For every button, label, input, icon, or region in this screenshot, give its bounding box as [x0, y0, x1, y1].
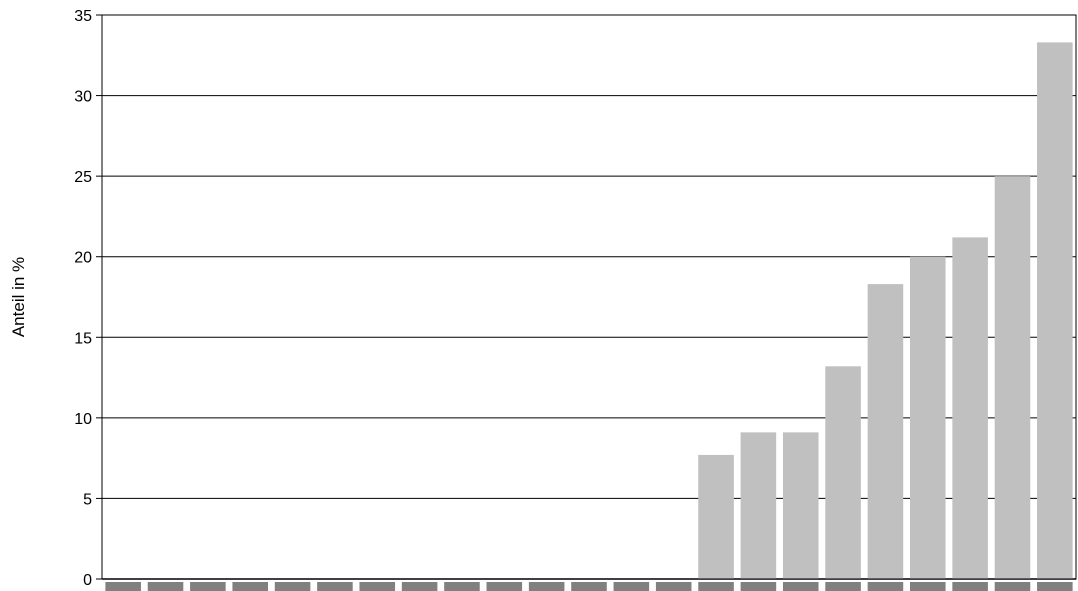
y-tick-label-30: 30 — [74, 89, 92, 106]
bar-20 — [909, 256, 946, 579]
bar-18 — [825, 366, 861, 579]
baseline-markers — [105, 582, 1073, 591]
baseline-marker-5 — [274, 582, 311, 591]
baseline-marker-23 — [1037, 582, 1073, 591]
baseline-marker-19 — [867, 582, 904, 591]
plot-frame — [101, 14, 1077, 580]
bar-17 — [782, 432, 819, 579]
y-tick-label-0: 0 — [83, 572, 92, 589]
baseline-marker-20 — [909, 582, 946, 591]
baseline-marker-22 — [994, 582, 1031, 591]
baseline-marker-6 — [317, 582, 353, 591]
bar-22 — [994, 176, 1031, 579]
y-axis-ticks: 0 5 10 15 20 25 30 35 — [74, 8, 102, 589]
baseline-marker-21 — [952, 582, 988, 591]
y-tick-label-5: 5 — [83, 491, 92, 508]
baseline-marker-12 — [571, 582, 607, 591]
y-axis-label: Anteil in % — [9, 257, 28, 337]
bar-19 — [867, 284, 904, 579]
baseline-marker-18 — [825, 582, 861, 591]
baseline-marker-3 — [190, 582, 226, 591]
baseline-marker-10 — [486, 582, 523, 591]
bar-21 — [952, 237, 988, 579]
baseline-marker-15 — [698, 582, 734, 591]
y-tick-label-35: 35 — [74, 8, 92, 25]
bars — [698, 42, 1073, 579]
baseline-marker-11 — [528, 582, 565, 591]
baseline-marker-7 — [359, 582, 396, 591]
bar-15 — [698, 454, 734, 579]
baseline-marker-13 — [613, 582, 650, 591]
baseline-marker-2 — [147, 582, 184, 591]
baseline-marker-8 — [401, 582, 438, 591]
baseline-marker-16 — [740, 582, 777, 591]
y-tick-label-10: 10 — [74, 411, 92, 428]
baseline-marker-9 — [444, 582, 480, 591]
y-tick-label-15: 15 — [74, 330, 92, 347]
baseline-marker-17 — [782, 582, 819, 591]
y-tick-label-25: 25 — [74, 169, 92, 186]
baseline-marker-14 — [655, 582, 692, 591]
bar-23 — [1037, 42, 1073, 579]
baseline-marker-4 — [232, 582, 269, 591]
bar-16 — [740, 432, 777, 579]
baseline-marker-1 — [105, 582, 141, 591]
y-tick-label-20: 20 — [74, 250, 92, 267]
